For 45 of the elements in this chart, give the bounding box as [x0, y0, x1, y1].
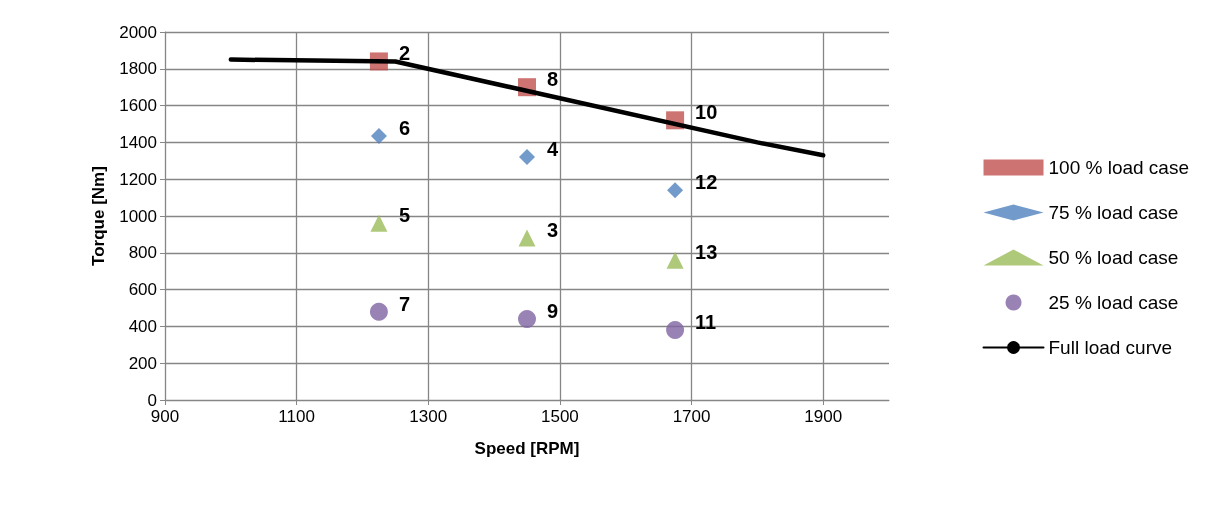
legend-label: Full load curve [1048, 337, 1173, 358]
point [369, 302, 388, 321]
x-tick-label: 1300 [409, 407, 448, 426]
x-tick-label: 1700 [672, 407, 711, 426]
y-tick-label: 1200 [119, 169, 157, 189]
point [370, 127, 387, 144]
point [519, 149, 535, 166]
y-tick-label: 1000 [119, 206, 157, 226]
annotation: 5 [398, 204, 411, 227]
legend-label: 50 % load case [1048, 247, 1179, 268]
annotation: 9 [547, 300, 559, 323]
point [666, 321, 685, 340]
y-axis-title: Torque [Nm] [89, 166, 108, 266]
legend-label: 25 % load case [1048, 292, 1179, 313]
legend-label: 100 % load case [1048, 157, 1190, 178]
point [370, 214, 388, 232]
y-tick-label: 2000 [119, 22, 157, 42]
annotation: 8 [547, 68, 559, 91]
annotation: 10 [695, 101, 718, 124]
annotation: 13 [695, 241, 718, 264]
y-tick-label: 1600 [119, 96, 157, 116]
legend-label: 75 % load case [1048, 202, 1179, 223]
annotation: 6 [398, 116, 411, 139]
point [666, 251, 684, 269]
annotation: 4 [547, 138, 559, 161]
x-axis-title: Speed [RPM] [474, 439, 580, 458]
x-tick-label: 1100 [278, 407, 315, 426]
y-tick-label: 1400 [119, 132, 157, 152]
y-tick-label: 200 [128, 353, 157, 373]
y-tick-label: 400 [128, 316, 157, 336]
y-tick-label: 800 [128, 243, 157, 263]
annotation: 3 [547, 219, 559, 242]
y-tick-label: 600 [128, 280, 157, 300]
point [518, 310, 536, 329]
point [518, 229, 536, 247]
annotation: 2 [398, 42, 411, 65]
x-tick-label: 1900 [804, 407, 843, 426]
point [667, 182, 684, 199]
x-tick-label: 900 [150, 407, 180, 426]
annotation: 7 [398, 292, 411, 315]
y-tick-label: 1800 [119, 59, 157, 79]
annotation: 11 [695, 311, 717, 334]
y-tick-label: 0 [147, 390, 157, 410]
x-tick-label: 1500 [541, 407, 579, 426]
annotation: 12 [695, 171, 718, 194]
